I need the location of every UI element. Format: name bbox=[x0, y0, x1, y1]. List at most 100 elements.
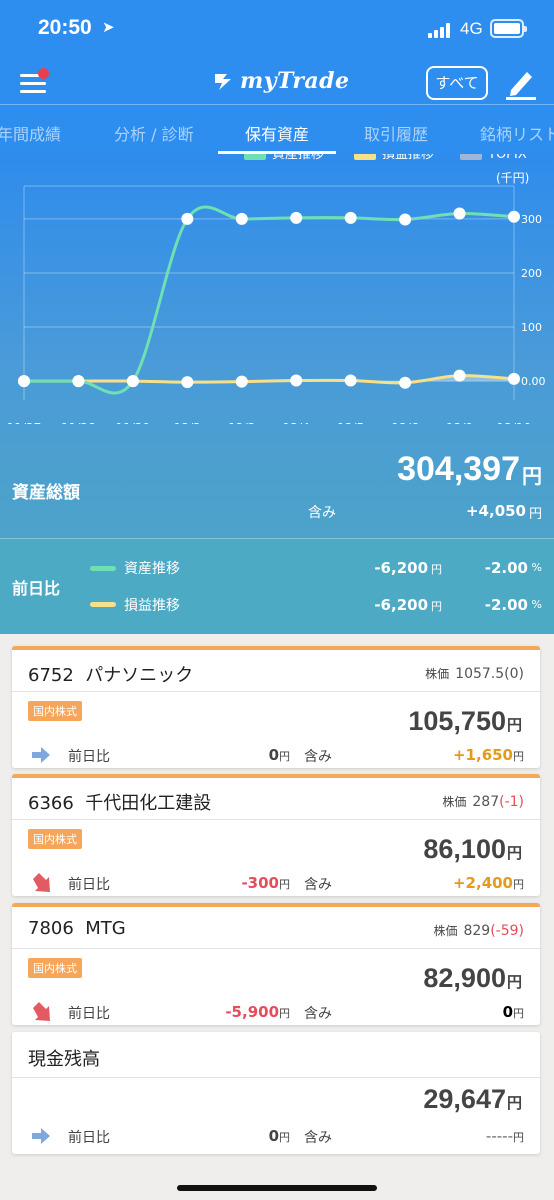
legend-asset-label: 資産推移 bbox=[272, 154, 324, 162]
tab-trade-history[interactable]: 取引履歴 bbox=[364, 125, 429, 144]
yen-unit: 円 bbox=[513, 878, 524, 891]
tab-annual-results[interactable]: 年間成績 bbox=[0, 125, 62, 144]
unrealized-label: 含み bbox=[304, 1006, 332, 1022]
price-change: (-59) bbox=[490, 923, 524, 939]
yen-unit: 円 bbox=[279, 1007, 290, 1020]
profit-data-point[interactable] bbox=[235, 375, 248, 388]
notification-dot bbox=[38, 68, 49, 79]
profit-change-pct: -2.00 bbox=[484, 596, 528, 614]
location-arrow-icon: ➤ bbox=[102, 18, 115, 36]
all-filter-button[interactable]: すべて bbox=[426, 66, 488, 100]
asset-line-swatch bbox=[90, 566, 116, 571]
holding-card[interactable]: 6752 パナソニック 株価 1057.5(0) 国内株式 105,750円 前日… bbox=[12, 646, 540, 768]
unrealized-amount: +2,400 bbox=[452, 874, 513, 892]
profit-data-point[interactable] bbox=[181, 376, 194, 389]
menu-button[interactable] bbox=[20, 68, 49, 94]
asset-data-point[interactable] bbox=[344, 211, 357, 224]
profit-change-amount: -6,200 bbox=[374, 596, 428, 614]
asset-data-point[interactable] bbox=[181, 212, 194, 225]
profit-data-point[interactable] bbox=[344, 374, 357, 387]
asset-data-point[interactable] bbox=[453, 207, 466, 220]
x-tick-label: 11/29 bbox=[116, 421, 151, 424]
asset-data-point[interactable] bbox=[399, 213, 412, 226]
unrealized-amount: 0 bbox=[502, 1003, 513, 1021]
x-tick-label: 12/9 bbox=[446, 421, 473, 424]
tab-holdings[interactable]: 保有資産 bbox=[245, 125, 310, 144]
stock-name: MTG bbox=[85, 918, 126, 939]
y-tick-label: 0.00 bbox=[521, 375, 546, 388]
prev-day-label: 前日比 bbox=[12, 579, 61, 598]
profit-data-point[interactable] bbox=[399, 376, 412, 389]
active-tab-indicator bbox=[218, 151, 336, 155]
x-tick-label: 12/10 bbox=[497, 421, 532, 424]
holding-amount: 86,100円 bbox=[423, 834, 522, 865]
prev-day-label: 前日比 bbox=[68, 1006, 110, 1022]
legend-swatch-asset bbox=[244, 154, 266, 160]
prev-day-amount: 0 bbox=[268, 1127, 279, 1145]
signal-icon bbox=[428, 22, 454, 38]
arrow-down-right-icon bbox=[33, 1002, 50, 1021]
profit-series-line bbox=[24, 374, 515, 385]
prev-day-label: 前日比 bbox=[68, 877, 110, 893]
price-label: 株価 bbox=[433, 924, 458, 938]
asset-pct-unit: % bbox=[531, 561, 542, 574]
unrealized-amount: +1,650 bbox=[452, 746, 513, 764]
holding-card[interactable]: 7806 MTG 株価 829(-59) 国内株式 82,900円 前日比 -5,… bbox=[12, 903, 540, 1025]
stock-code: 6366 bbox=[28, 793, 74, 814]
tab-analysis[interactable]: 分析 / 診断 bbox=[114, 125, 194, 144]
stock-name: パナソニック bbox=[85, 665, 194, 686]
unrealized-label: 含み bbox=[304, 749, 332, 765]
asset-data-point[interactable] bbox=[290, 211, 303, 224]
asset-line-chart[interactable]: 資産推移 損益推移 TOPIX (千円) 300 200 100 0.00 11/27… bbox=[0, 154, 554, 424]
profit-data-point[interactable] bbox=[453, 369, 466, 382]
daily-change-summary: 前日比 資産推移 -6,200 円 -2.00 % 損益推移 -6,200 円 … bbox=[0, 538, 554, 634]
x-tick-label: 12/4 bbox=[283, 421, 310, 424]
yen-unit: 円 bbox=[279, 1131, 290, 1144]
unrealized-value: +2,400円 bbox=[453, 874, 524, 892]
asset-data-point[interactable] bbox=[235, 212, 248, 225]
tab-stock-list[interactable]: 銘柄リスト bbox=[480, 125, 554, 144]
status-bar: 20:50 ➤ 4G bbox=[0, 0, 554, 58]
holding-card[interactable]: 6366 千代田化工建設 株価 287(-1) 国内株式 86,100円 前日比 … bbox=[12, 774, 540, 896]
stock-code: 7806 bbox=[28, 918, 74, 939]
prev-day-label: 前日比 bbox=[68, 749, 110, 765]
price-value: 829 bbox=[463, 923, 491, 939]
x-tick-label: 11/27 bbox=[7, 421, 42, 424]
asset-data-point[interactable] bbox=[72, 375, 85, 388]
asset-change-yen: 円 bbox=[431, 563, 442, 576]
y-axis-ticks: 300 200 100 0.00 bbox=[521, 213, 546, 388]
asset-data-point[interactable] bbox=[508, 210, 520, 223]
prev-day-amount: 0 bbox=[268, 746, 279, 764]
unrealized-value: 0円 bbox=[503, 1003, 524, 1021]
cash-balance-card[interactable]: 現金残高 29,647円 前日比 0円 含み -----円 bbox=[12, 1032, 540, 1154]
app-name: myTrade bbox=[240, 68, 350, 94]
profit-data-point[interactable] bbox=[290, 374, 303, 387]
asset-data-point[interactable] bbox=[126, 375, 139, 388]
profit-trend-label: 損益推移 bbox=[124, 598, 180, 614]
cash-amount: 29,647円 bbox=[423, 1084, 522, 1115]
total-yen-unit: 円 bbox=[522, 464, 542, 488]
prev-day-value: -300円 bbox=[241, 874, 290, 892]
logo-mark-icon bbox=[215, 74, 231, 90]
x-tick-label: 12/2 bbox=[174, 421, 201, 424]
prev-day-value: 0円 bbox=[269, 746, 290, 764]
yen-unit: 円 bbox=[279, 750, 290, 763]
profit-line-swatch bbox=[90, 602, 116, 607]
prev-day-amount: -300 bbox=[241, 874, 279, 892]
holding-header: 6752 パナソニック 株価 1057.5(0) bbox=[12, 650, 540, 692]
stock-code: 6752 bbox=[28, 665, 74, 686]
yen-unit: 円 bbox=[506, 717, 522, 734]
asset-trend-label: 資産推移 bbox=[124, 561, 180, 577]
prev-day-value: 0円 bbox=[269, 1127, 290, 1145]
asset-data-point[interactable] bbox=[18, 375, 30, 388]
unrealized-yen-unit: 円 bbox=[528, 507, 542, 522]
profit-data-point[interactable] bbox=[508, 372, 520, 385]
pencil-icon[interactable] bbox=[504, 64, 538, 100]
battery-icon bbox=[490, 19, 527, 38]
unrealized-label: 含み bbox=[304, 1130, 332, 1146]
holding-title: 6366 千代田化工建設 bbox=[28, 789, 211, 815]
arrow-down-right-icon bbox=[33, 873, 50, 892]
yen-unit: 円 bbox=[506, 974, 522, 991]
chart-series bbox=[18, 205, 520, 395]
app-logo: myTrade bbox=[212, 66, 350, 96]
